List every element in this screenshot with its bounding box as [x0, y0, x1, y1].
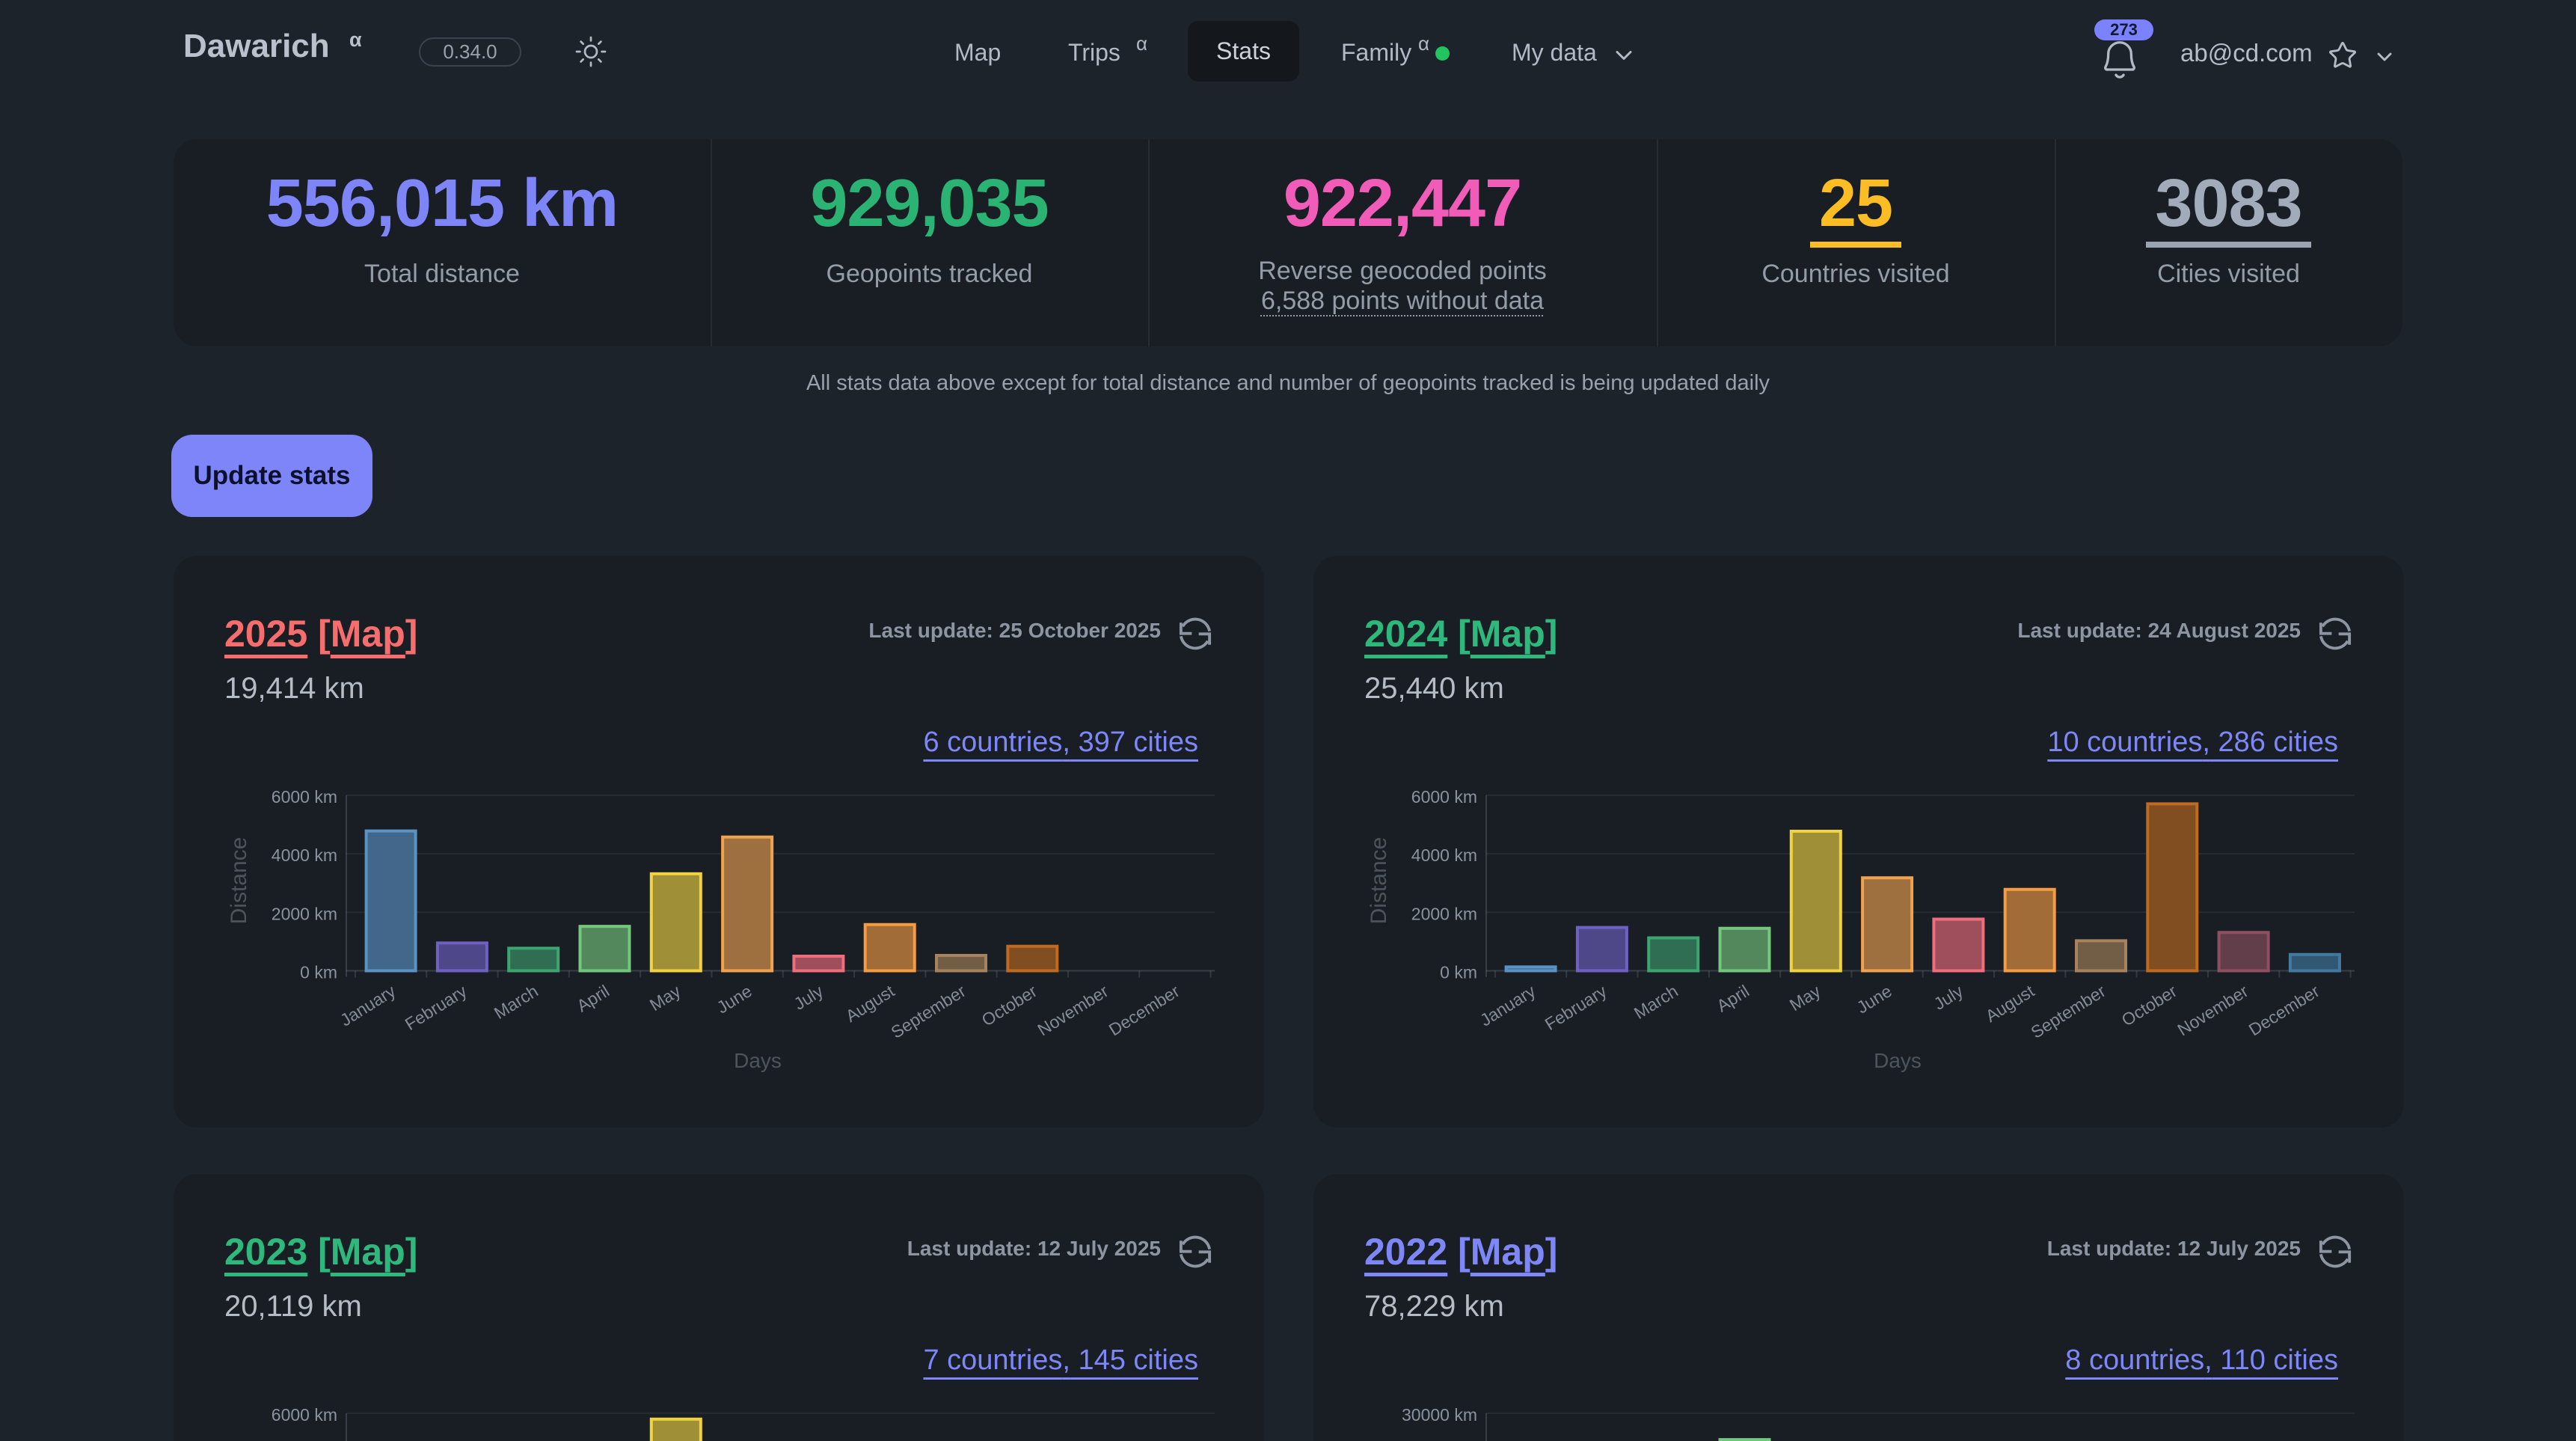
svg-text:December: December	[1105, 981, 1183, 1039]
svg-text:January: January	[1476, 981, 1539, 1030]
svg-text:February: February	[1542, 981, 1610, 1034]
svg-text:May: May	[646, 981, 684, 1015]
svg-text:July: July	[791, 981, 827, 1014]
svg-text:Distance: Distance	[1367, 837, 1391, 925]
svg-text:6000 km: 6000 km	[1411, 787, 1477, 807]
svg-text:April: April	[573, 981, 613, 1015]
svg-text:June: June	[1853, 981, 1895, 1017]
svg-text:February: February	[402, 981, 470, 1034]
svg-text:2000 km: 2000 km	[272, 904, 337, 923]
svg-text:June: June	[714, 981, 755, 1017]
svg-text:November: November	[2174, 981, 2251, 1039]
svg-text:Days: Days	[1874, 1049, 1922, 1072]
svg-text:Days: Days	[734, 1049, 782, 1072]
svg-text:2000 km: 2000 km	[1411, 904, 1477, 923]
svg-text:September: September	[887, 981, 969, 1042]
svg-text:April: April	[1713, 981, 1752, 1015]
svg-text:30000 km: 30000 km	[1402, 1405, 1477, 1425]
svg-text:4000 km: 4000 km	[1411, 845, 1477, 865]
svg-text:August: August	[1982, 981, 2038, 1026]
svg-text:October: October	[978, 981, 1040, 1030]
svg-text:January: January	[337, 981, 399, 1030]
svg-text:Distance: Distance	[227, 837, 251, 925]
svg-text:March: March	[1631, 981, 1681, 1023]
svg-text:December: December	[2245, 981, 2323, 1039]
svg-text:May: May	[1786, 981, 1824, 1015]
svg-text:November: November	[1034, 981, 1111, 1039]
svg-text:4000 km: 4000 km	[272, 845, 337, 865]
svg-text:March: March	[491, 981, 542, 1023]
svg-text:6000 km: 6000 km	[272, 1405, 337, 1425]
svg-text:0 km: 0 km	[1440, 963, 1477, 982]
svg-text:6000 km: 6000 km	[272, 787, 337, 807]
svg-text:July: July	[1931, 981, 1967, 1014]
svg-text:October: October	[2118, 981, 2180, 1030]
svg-text:0 km: 0 km	[300, 963, 337, 982]
svg-text:September: September	[2027, 981, 2109, 1042]
svg-text:August: August	[842, 981, 898, 1026]
